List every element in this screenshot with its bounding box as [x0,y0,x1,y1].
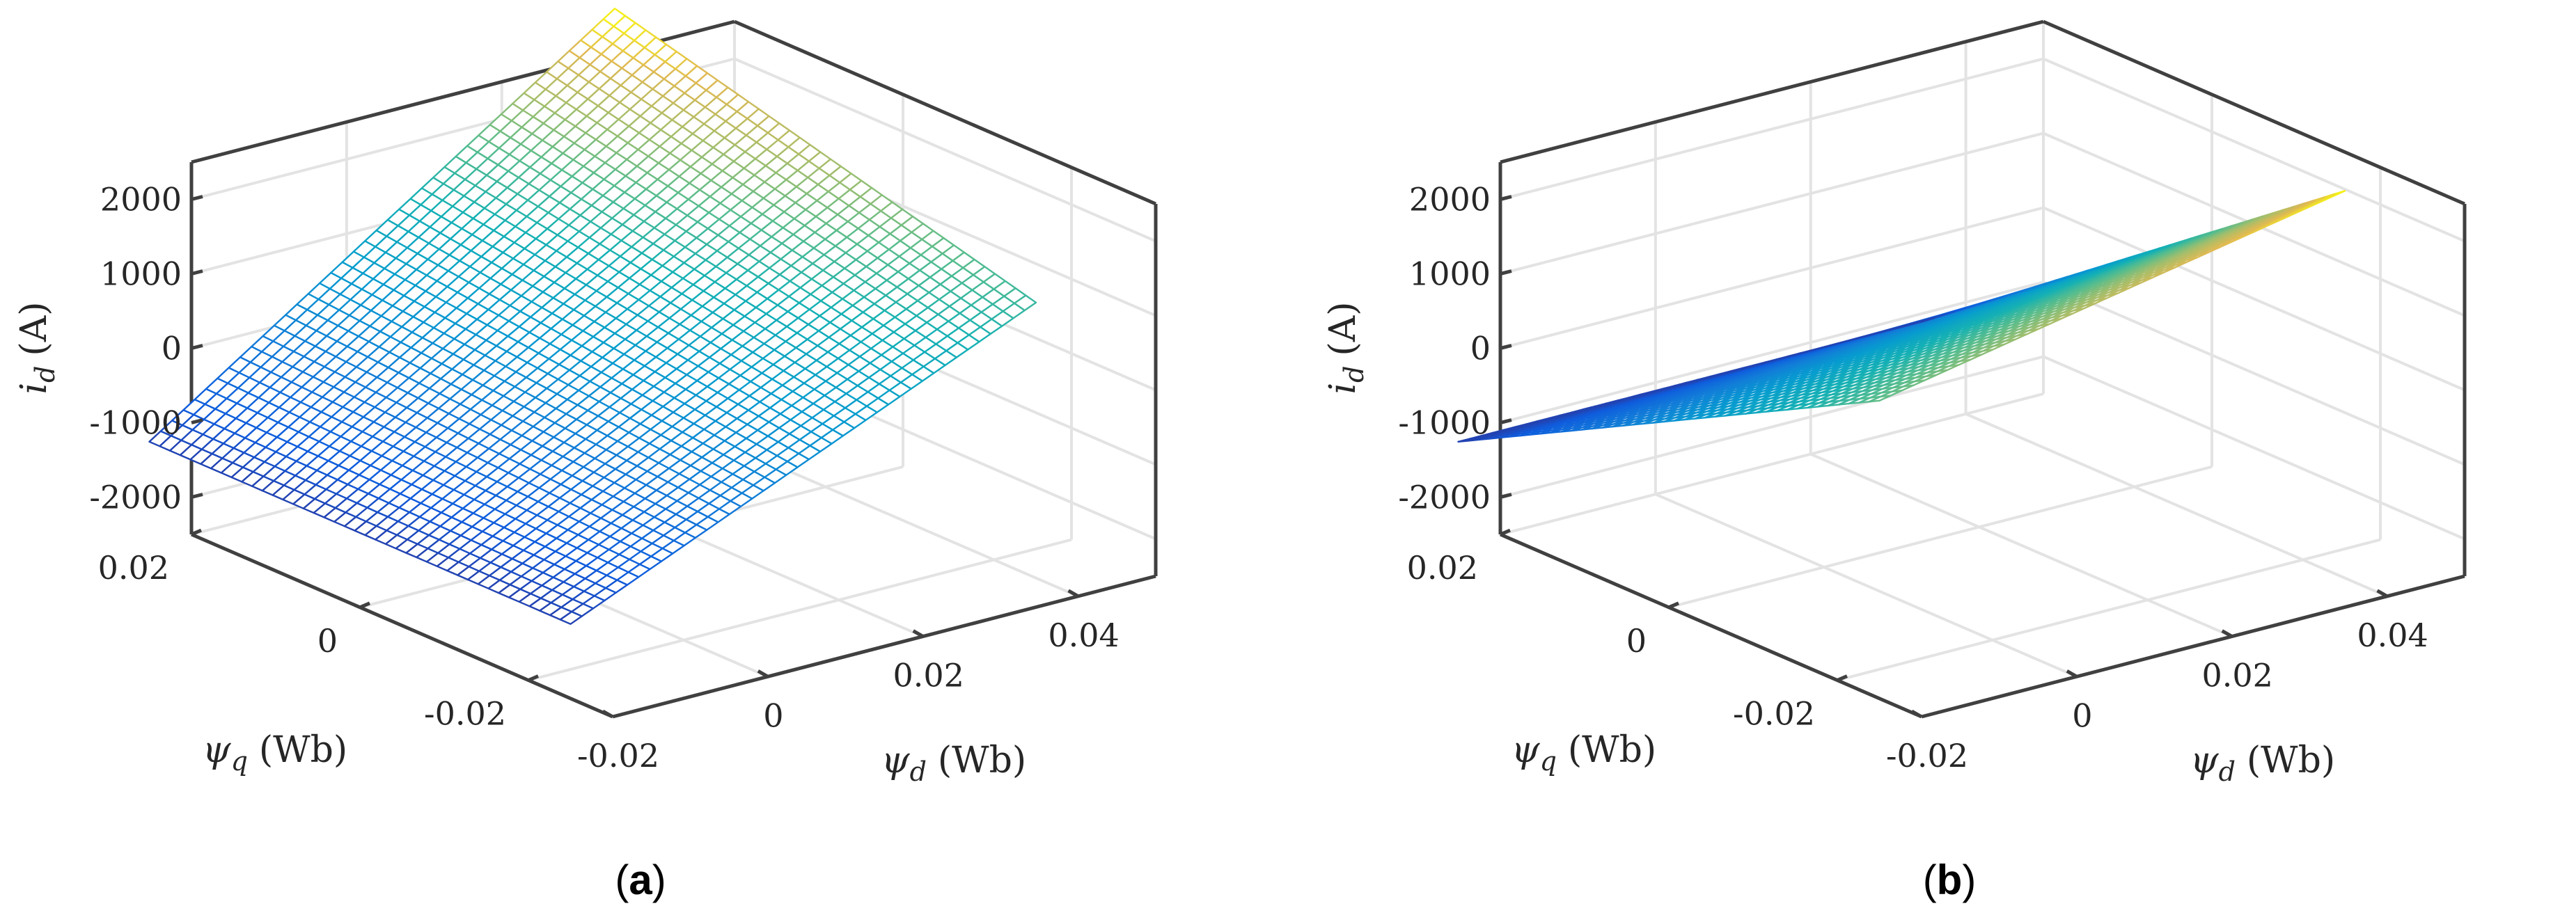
x-tick-label: -0.02 [577,737,659,774]
panel-b-x-axis-label: ψd (Wb) [2190,740,2335,787]
panel-a-x-axis-label: ψd (Wb) [881,740,1026,787]
z-gridline [2043,206,2465,392]
x-tick-mark [1067,589,1079,598]
x-tick-mark [1910,709,1923,719]
y-gridline [528,538,1072,682]
z-tick-mark [191,418,203,424]
panel-b-ticks: -2000 -1000 0 1000 2000 -0.02 0 0.02 0.04 -0.02 0 0… [1398,181,2428,775]
x-tick-label: 0.02 [893,657,964,694]
panel-a-y-axis-label: ψq (Wb) [203,729,347,777]
z-tick-label: 2000 [1409,181,1491,218]
panel-a-surface-mesh [148,8,1037,625]
panel-b-surface-mesh [1457,190,2346,443]
z-gridline [2043,355,2465,541]
axis-frame-edge [1500,19,2044,164]
panel-a-z-axis-label: id(A) [13,301,61,394]
y-tick-label: 0 [317,622,338,660]
surface-mesh-cell [602,8,626,27]
x-tick-label: 0.02 [2202,657,2273,694]
x-tick-label: -0.02 [1886,737,1968,774]
x-tick-label: 0.04 [2357,617,2428,654]
z-gridline [2043,280,2465,466]
y-tick-label: -0.02 [1733,695,1815,733]
x-tick-label: 0 [2072,697,2092,734]
z-tick-label: -2000 [89,479,182,516]
axis-frame-edge [2043,19,2465,206]
z-tick-mark [191,195,203,201]
panel-a-ticks: -2000 -1000 0 1000 2000 -0.02 0 0.02 0.04 -0.02 0 0… [89,181,1119,775]
y-gridline [1668,465,2213,609]
x-gridline [1655,493,2078,678]
z-tick-label: 0 [162,330,182,367]
y-tick-mark [1837,674,1848,682]
x-gridline [1809,452,2233,638]
axis-frame-edge [1500,532,1922,719]
y-tick-mark [359,601,370,610]
z-tick-label: 2000 [100,181,182,218]
panel-a-caption: (a) [615,857,666,903]
z-tick-label: -1000 [89,404,182,442]
y-tick-label: -0.02 [424,695,506,733]
z-gridline [1500,132,2044,276]
z-gridline [734,57,1156,243]
axis-frame-edge [734,19,1156,206]
z-gridline [1500,206,2044,350]
x-tick-mark [2376,589,2388,598]
y-tick-label: 0 [1626,622,1647,660]
y-gridline [1837,538,2381,682]
y-gridline [1500,392,2044,536]
y-tick-mark [528,674,539,682]
z-tick-label: -1000 [1398,404,1491,442]
panel-a: -2000 -1000 0 1000 2000 -0.02 0 0.02 0.04 -0.02 0 0… [13,8,1158,903]
x-tick-mark [757,669,769,678]
y-tick-mark [1668,601,1679,610]
x-gridline [1965,413,2388,598]
panel-b-y-axis-label: ψq (Wb) [1511,729,1656,777]
axis-frame-edge [612,574,1156,719]
z-gridline [1500,57,2044,201]
z-gridline [1500,280,2044,424]
z-tick-label: -2000 [1398,479,1491,516]
axis-frame-edge [191,532,613,719]
y-tick-mark [191,528,202,536]
x-tick-mark [912,629,924,638]
x-tick-label: 0.04 [1048,617,1119,654]
z-tick-label: 1000 [1409,255,1491,293]
x-tick-mark [602,709,614,719]
z-gridline [1500,355,2044,499]
panel-b-caption: (b) [1923,857,1977,903]
x-tick-mark [2066,669,2078,678]
z-tick-label: 1000 [100,255,182,293]
z-tick-mark [191,493,203,499]
x-tick-label: 0 [763,697,783,734]
z-gridline [2043,57,2465,243]
panel-b: -2000 -1000 0 1000 2000 -0.02 0 0.02 0.04 -0.02 0 0… [1322,19,2467,903]
panel-b-axes-frame [1498,19,2467,719]
panel-b-z-axis-label: id(A) [1322,301,1369,394]
y-tick-label: 0.02 [98,549,169,587]
x-tick-mark [2221,629,2233,638]
z-tick-label: 0 [1470,330,1491,367]
y-tick-label: 0.02 [1407,549,1478,587]
z-tick-mark [191,344,203,350]
z-tick-mark [191,269,203,276]
axis-frame-edge [1921,574,2465,719]
